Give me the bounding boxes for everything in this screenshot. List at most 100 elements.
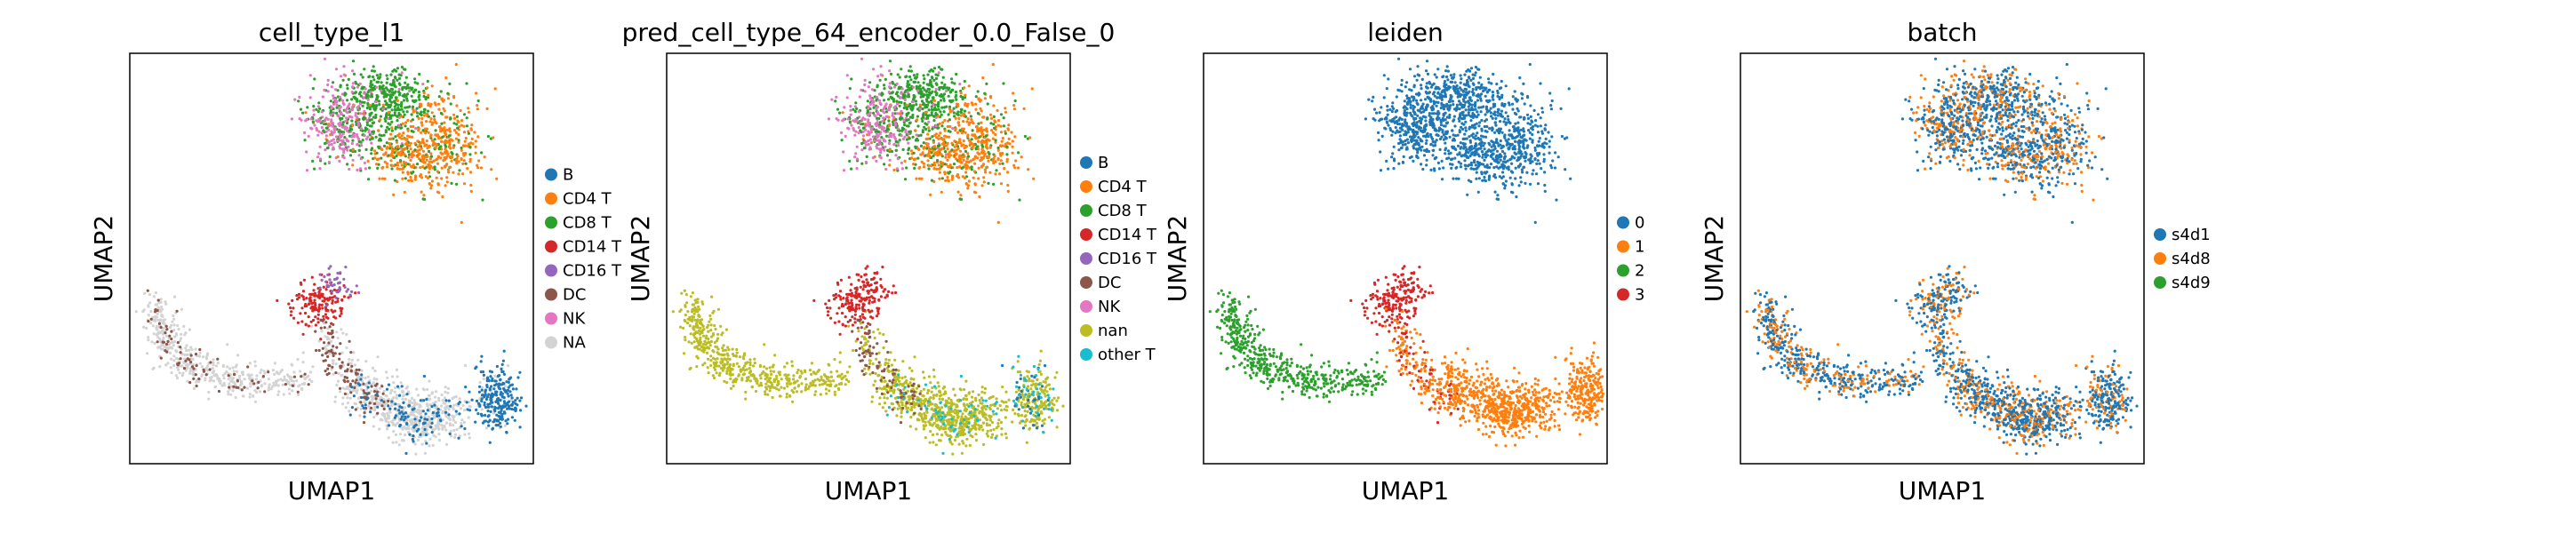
data-point [299, 370, 302, 373]
data-point [684, 320, 687, 323]
data-point [396, 421, 399, 425]
data-point [185, 344, 188, 347]
data-point [297, 99, 300, 103]
data-point [311, 87, 315, 91]
data-point [939, 110, 942, 114]
data-point [723, 379, 726, 383]
data-point [964, 444, 968, 448]
data-point [446, 97, 450, 100]
data-point [212, 370, 216, 373]
data-point [792, 381, 796, 385]
data-point [990, 435, 994, 439]
data-point [331, 351, 335, 355]
data-point [385, 74, 388, 77]
data-point [205, 354, 209, 357]
data-point [885, 154, 890, 157]
data-point [952, 402, 956, 406]
data-point [342, 277, 346, 281]
data-point [188, 371, 192, 375]
data-point [350, 290, 354, 293]
data-point [320, 292, 324, 296]
data-point [782, 386, 787, 390]
data-point [410, 413, 413, 417]
data-point [151, 324, 155, 328]
data-point [390, 108, 394, 112]
data-point [872, 383, 876, 387]
data-point [485, 379, 489, 383]
data-point [373, 156, 377, 160]
data-point [392, 193, 396, 196]
data-point [750, 386, 754, 389]
data-point [395, 396, 398, 400]
data-point [479, 370, 483, 374]
data-point [443, 140, 446, 144]
data-point [312, 105, 316, 108]
data-point [313, 282, 316, 286]
data-point [346, 396, 349, 400]
data-point [180, 332, 183, 336]
data-point [452, 113, 456, 116]
data-point [697, 305, 700, 309]
data-point [330, 85, 333, 89]
data-point [411, 420, 414, 424]
data-point [375, 85, 379, 89]
data-point [189, 361, 193, 364]
data-point [910, 369, 914, 373]
data-point [884, 410, 888, 413]
data-point [997, 418, 1001, 422]
data-point [341, 396, 345, 400]
data-point [349, 351, 353, 354]
data-point [300, 306, 304, 310]
data-point [324, 280, 328, 283]
data-point [297, 292, 301, 296]
data-point [440, 139, 444, 143]
data-point [897, 369, 900, 372]
data-point [389, 73, 393, 76]
data-point [820, 375, 823, 378]
data-point [932, 421, 936, 425]
data-point [346, 163, 349, 166]
data-point [887, 358, 891, 362]
data-point [926, 388, 930, 392]
data-point [930, 390, 933, 394]
data-point [719, 324, 723, 328]
data-point [1038, 370, 1042, 373]
data-point [955, 98, 958, 101]
data-point [480, 354, 484, 358]
data-point [372, 149, 377, 153]
data-point [370, 141, 373, 145]
data-point [746, 361, 749, 364]
data-point [1036, 378, 1039, 382]
data-point [364, 116, 367, 120]
data-point [687, 340, 691, 344]
data-point [206, 364, 210, 368]
data-point [796, 368, 800, 372]
data-point [711, 356, 716, 360]
data-point [250, 373, 253, 377]
data-point [486, 376, 490, 379]
data-point [388, 391, 393, 395]
data-point [931, 96, 935, 99]
data-point [469, 171, 473, 174]
data-point [928, 441, 932, 444]
data-point [362, 406, 365, 410]
data-point [696, 325, 700, 330]
data-point [313, 298, 316, 302]
data-point [883, 402, 887, 405]
data-point [150, 340, 154, 344]
data-point [712, 376, 716, 380]
data-point [916, 418, 919, 421]
data-point [152, 295, 156, 298]
data-point [292, 379, 295, 383]
data-point [900, 68, 903, 71]
data-point [834, 385, 837, 388]
data-point [402, 401, 405, 404]
data-point [444, 163, 448, 167]
data-point [759, 381, 763, 385]
data-point [345, 107, 348, 110]
data-point [415, 429, 419, 433]
data-point [156, 318, 160, 322]
data-point [430, 111, 434, 115]
data-point [172, 317, 176, 321]
data-point [364, 384, 368, 387]
